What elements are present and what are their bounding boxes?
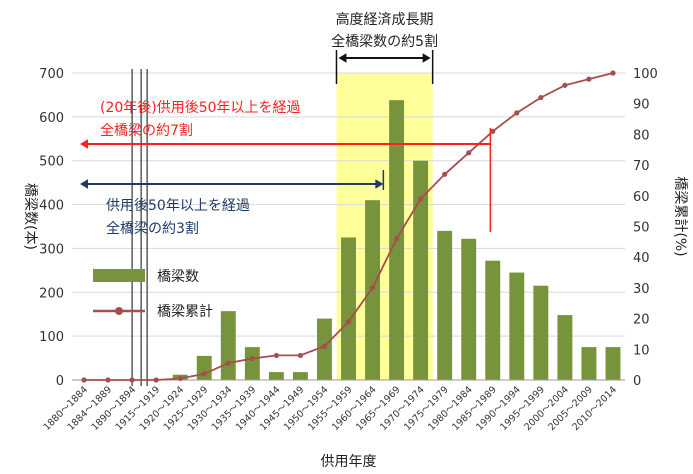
bar — [341, 237, 356, 380]
line-point — [129, 377, 135, 383]
y-tick-label: 100 — [39, 330, 64, 345]
bar-series — [148, 100, 621, 380]
growth-period-arrow — [335, 50, 434, 84]
x-axis-title: 供用年度 — [321, 454, 377, 470]
line-point — [562, 82, 568, 88]
bar — [509, 272, 525, 380]
line-point — [418, 196, 424, 202]
line-point — [225, 360, 231, 366]
y-tick-label: 600 — [39, 111, 64, 126]
arrow-head — [375, 179, 384, 189]
red-annotation-line2: 全橋梁の約7割 — [100, 122, 193, 139]
bar — [268, 372, 284, 380]
arrow-head — [338, 53, 347, 63]
line-point — [297, 352, 304, 359]
bar — [605, 347, 621, 380]
blue-annotation-line2: 全橋梁の約3割 — [106, 220, 199, 237]
y-right-tick-label: 10 — [633, 343, 650, 358]
bar — [533, 285, 549, 380]
y-right-tick-label: 30 — [633, 282, 650, 297]
line-point — [81, 377, 87, 383]
y-right-tick-label: 80 — [633, 128, 650, 143]
line-point — [442, 171, 448, 177]
line-point — [393, 236, 400, 242]
line-point — [153, 377, 159, 383]
legend-bar-swatch — [93, 269, 145, 282]
bar — [485, 260, 501, 380]
arrow-head — [80, 179, 88, 189]
red-arrow — [80, 128, 492, 232]
line-point — [490, 128, 496, 134]
line-point — [321, 343, 328, 349]
y-tick-label: 500 — [39, 155, 64, 170]
blue-annotation-line1: 供用後50年以上を経過 — [106, 198, 250, 214]
y-axis-left-ticks: 0 100 200 300 400 500 600 700 — [39, 67, 64, 389]
line-point — [610, 70, 616, 76]
line-point — [586, 76, 592, 82]
line-point — [177, 375, 183, 382]
growth-period-title: 高度経済成長期 — [336, 11, 434, 28]
y-right-tick-label: 20 — [633, 313, 650, 328]
cumulative-markers — [81, 70, 616, 383]
legend: 橋梁数 橋梁累計 — [93, 269, 213, 320]
y-right-tick-label: 40 — [633, 251, 650, 266]
y-tick-label: 200 — [39, 286, 64, 301]
line-point — [369, 285, 376, 291]
y-tick-label: 700 — [39, 67, 64, 82]
red-annotation-line1: (20年後)供用後50年以上を経過 — [100, 100, 301, 116]
arrow-head — [422, 53, 431, 63]
line-point — [514, 110, 520, 116]
line-point — [345, 319, 352, 325]
x-axis-ticks: 1880～18841884～18891890～18941915～19191920… — [41, 384, 619, 433]
line-point — [249, 355, 255, 362]
growth-period-share: 全橋梁数の約5割 — [331, 33, 438, 50]
bar — [437, 230, 453, 380]
axis-break-marks — [131, 69, 148, 386]
y-axis-left-title: 橋梁数(本) — [22, 183, 38, 250]
y-right-tick-label: 100 — [633, 67, 658, 82]
blue-arrow — [80, 170, 385, 190]
bar — [317, 318, 332, 380]
legend-line-label: 橋梁累計 — [157, 304, 213, 320]
bar — [244, 347, 260, 380]
y-right-tick-label: 90 — [633, 98, 650, 113]
legend-line-marker — [115, 307, 123, 315]
y-right-tick-label: 60 — [633, 190, 650, 205]
line-point — [201, 371, 207, 377]
y-axis-right-title: 橋梁累計(%) — [672, 176, 688, 256]
bar — [461, 238, 477, 380]
legend-bar-label: 橋梁数 — [157, 269, 199, 285]
line-point — [105, 377, 111, 383]
bar — [413, 160, 429, 380]
y-right-tick-label: 70 — [633, 159, 650, 174]
y-right-tick-label: 0 — [633, 374, 641, 389]
y-tick-label: 300 — [39, 242, 64, 257]
y-right-tick-label: 50 — [633, 221, 650, 236]
y-axis-right-ticks: 0 10 20 30 40 50 60 70 80 90 100 — [633, 67, 658, 389]
y-tick-label: 400 — [39, 199, 64, 214]
bar — [581, 347, 597, 380]
line-point — [538, 94, 544, 101]
bar — [292, 372, 308, 380]
y-tick-label: 0 — [56, 374, 64, 389]
arrow-head — [80, 139, 88, 149]
line-point — [273, 352, 279, 359]
bar — [557, 315, 573, 380]
line-point — [466, 150, 472, 156]
bar — [220, 311, 236, 380]
